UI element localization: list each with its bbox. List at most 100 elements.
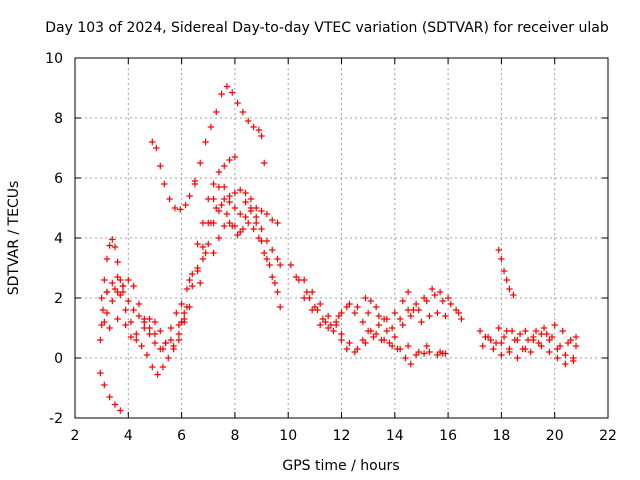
data-point [412, 351, 420, 359]
data-point [308, 288, 316, 296]
data-point [205, 240, 212, 248]
data-point [420, 350, 428, 357]
data-point [266, 261, 273, 269]
data-point [153, 144, 160, 152]
data-point [522, 345, 529, 353]
data-point [226, 219, 233, 227]
data-point [135, 312, 143, 320]
data-point [407, 360, 414, 368]
data-point [226, 198, 233, 206]
data-point [261, 249, 268, 257]
series-track-g [178, 195, 284, 326]
data-point [167, 324, 175, 332]
data-point [554, 345, 561, 353]
data-point [274, 288, 281, 296]
data-point [199, 219, 207, 227]
data-point [455, 309, 462, 317]
data-point [109, 297, 116, 305]
data-point [269, 273, 276, 281]
data-point [250, 225, 257, 233]
x-axis-title: GPS time / hours [282, 458, 399, 474]
data-point [213, 108, 220, 116]
data-point [506, 348, 513, 356]
data-point [97, 369, 104, 377]
data-point [162, 339, 169, 347]
data-point [442, 350, 449, 357]
y-tick-label: 4 [54, 231, 63, 247]
data-point [495, 324, 502, 332]
data-point [431, 291, 438, 299]
data-point [516, 330, 524, 338]
data-point [221, 183, 228, 191]
data-point [133, 336, 140, 344]
data-point [114, 258, 121, 266]
data-point [359, 318, 367, 326]
data-point [237, 210, 244, 218]
data-point [383, 315, 391, 323]
data-point [324, 312, 332, 320]
series-track-f [103, 273, 159, 338]
data-point [404, 342, 412, 350]
plot-area [97, 83, 580, 414]
data-point [170, 345, 177, 353]
data-point [404, 288, 412, 296]
data-point [514, 354, 521, 362]
data-point [338, 336, 345, 344]
axis-ticks: 2 4 6 8 10 12 14 16 18 20 22 -2 0 2 4 6 8 10 [45, 51, 617, 444]
series-track-o [300, 276, 449, 353]
data-point [522, 327, 529, 335]
y-tick-label: 0 [54, 351, 63, 367]
data-point [498, 255, 505, 263]
data-point [171, 204, 179, 212]
data-point [287, 261, 295, 269]
data-point [540, 324, 548, 332]
data-point [367, 297, 375, 305]
data-point [399, 321, 406, 329]
data-point [109, 279, 116, 287]
y-tick-label: 10 [45, 51, 63, 67]
data-point [186, 276, 193, 284]
data-point [410, 306, 417, 314]
data-point [151, 330, 159, 338]
data-point [351, 348, 359, 356]
data-point [479, 342, 486, 350]
data-point [106, 324, 113, 332]
data-point [106, 393, 113, 401]
data-point [114, 315, 121, 323]
data-point [125, 276, 132, 284]
data-point [482, 333, 489, 341]
data-point [223, 83, 231, 90]
data-point [330, 327, 337, 335]
data-point [103, 288, 111, 296]
data-point [530, 336, 537, 344]
x-tick-label: 2 [71, 428, 80, 444]
data-point [151, 318, 159, 326]
data-point [122, 321, 129, 329]
series-track-j [178, 153, 239, 326]
data-point [351, 309, 359, 317]
data-point [122, 306, 129, 314]
data-point [106, 242, 113, 249]
data-point [226, 156, 233, 164]
data-point [258, 132, 265, 140]
series-track-w [498, 330, 577, 365]
data-point [338, 330, 345, 338]
series-track-q [364, 327, 433, 359]
data-point [191, 177, 199, 185]
data-point [221, 222, 228, 230]
data-point [103, 255, 111, 263]
data-point [166, 195, 173, 203]
data-point [149, 363, 156, 371]
data-point [500, 333, 508, 341]
data-point [258, 207, 265, 215]
data-point [383, 327, 391, 335]
data-point [231, 189, 239, 197]
data-point [101, 381, 108, 389]
x-tick-label: 22 [599, 428, 617, 444]
data-point [269, 216, 276, 224]
data-point [510, 291, 517, 299]
data-point [210, 249, 217, 257]
data-point [149, 138, 156, 146]
series-track-a [97, 369, 124, 414]
